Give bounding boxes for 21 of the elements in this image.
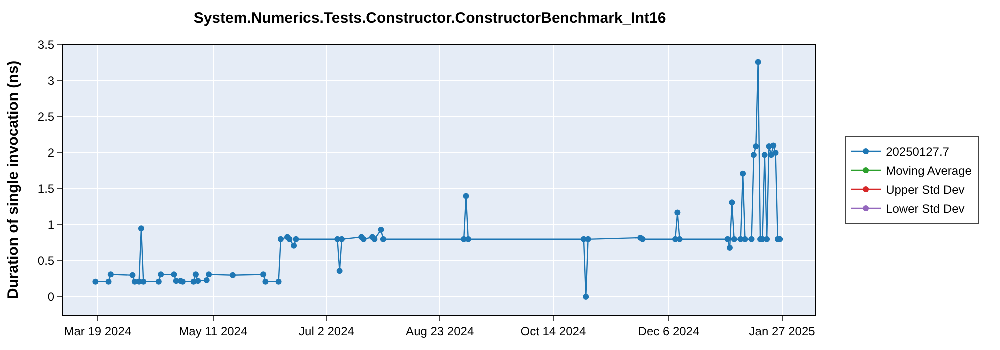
- legend-label: 20250127.7: [886, 145, 950, 160]
- y-tick-label: 3.5: [38, 38, 55, 52]
- x-tick-label: Oct 14 2024: [520, 324, 586, 338]
- legend-label: Moving Average: [886, 164, 972, 178]
- legend-label: Upper Std Dev: [886, 183, 965, 198]
- x-tick-label: Aug 23 2024: [406, 324, 474, 338]
- y-tick-label: 1.5: [38, 182, 55, 196]
- x-tick-label: Jan 27 2025: [749, 324, 816, 338]
- x-tick-label: Jul 2 2024: [299, 324, 355, 338]
- y-tick-label: 2: [48, 146, 55, 160]
- legend-label: Lower Std Dev: [886, 202, 965, 216]
- x-tick-label: May 11 2024: [179, 324, 248, 338]
- y-tick-label: 0.5: [38, 254, 55, 268]
- x-tick-label: Dec 6 2024: [638, 324, 700, 338]
- y-tick-label: 1: [48, 218, 55, 232]
- y-tick-label: 2.5: [38, 110, 55, 124]
- x-tick-label: Mar 19 2024: [64, 324, 132, 338]
- y-tick-label: 0: [48, 290, 55, 304]
- chart-title: System.Numerics.Tests.Constructor.ConstructorBenchmark_Int16: [194, 10, 666, 27]
- y-axis-title: Duration of single invocation (ns): [5, 60, 22, 300]
- y-tick-label: 3: [48, 74, 55, 88]
